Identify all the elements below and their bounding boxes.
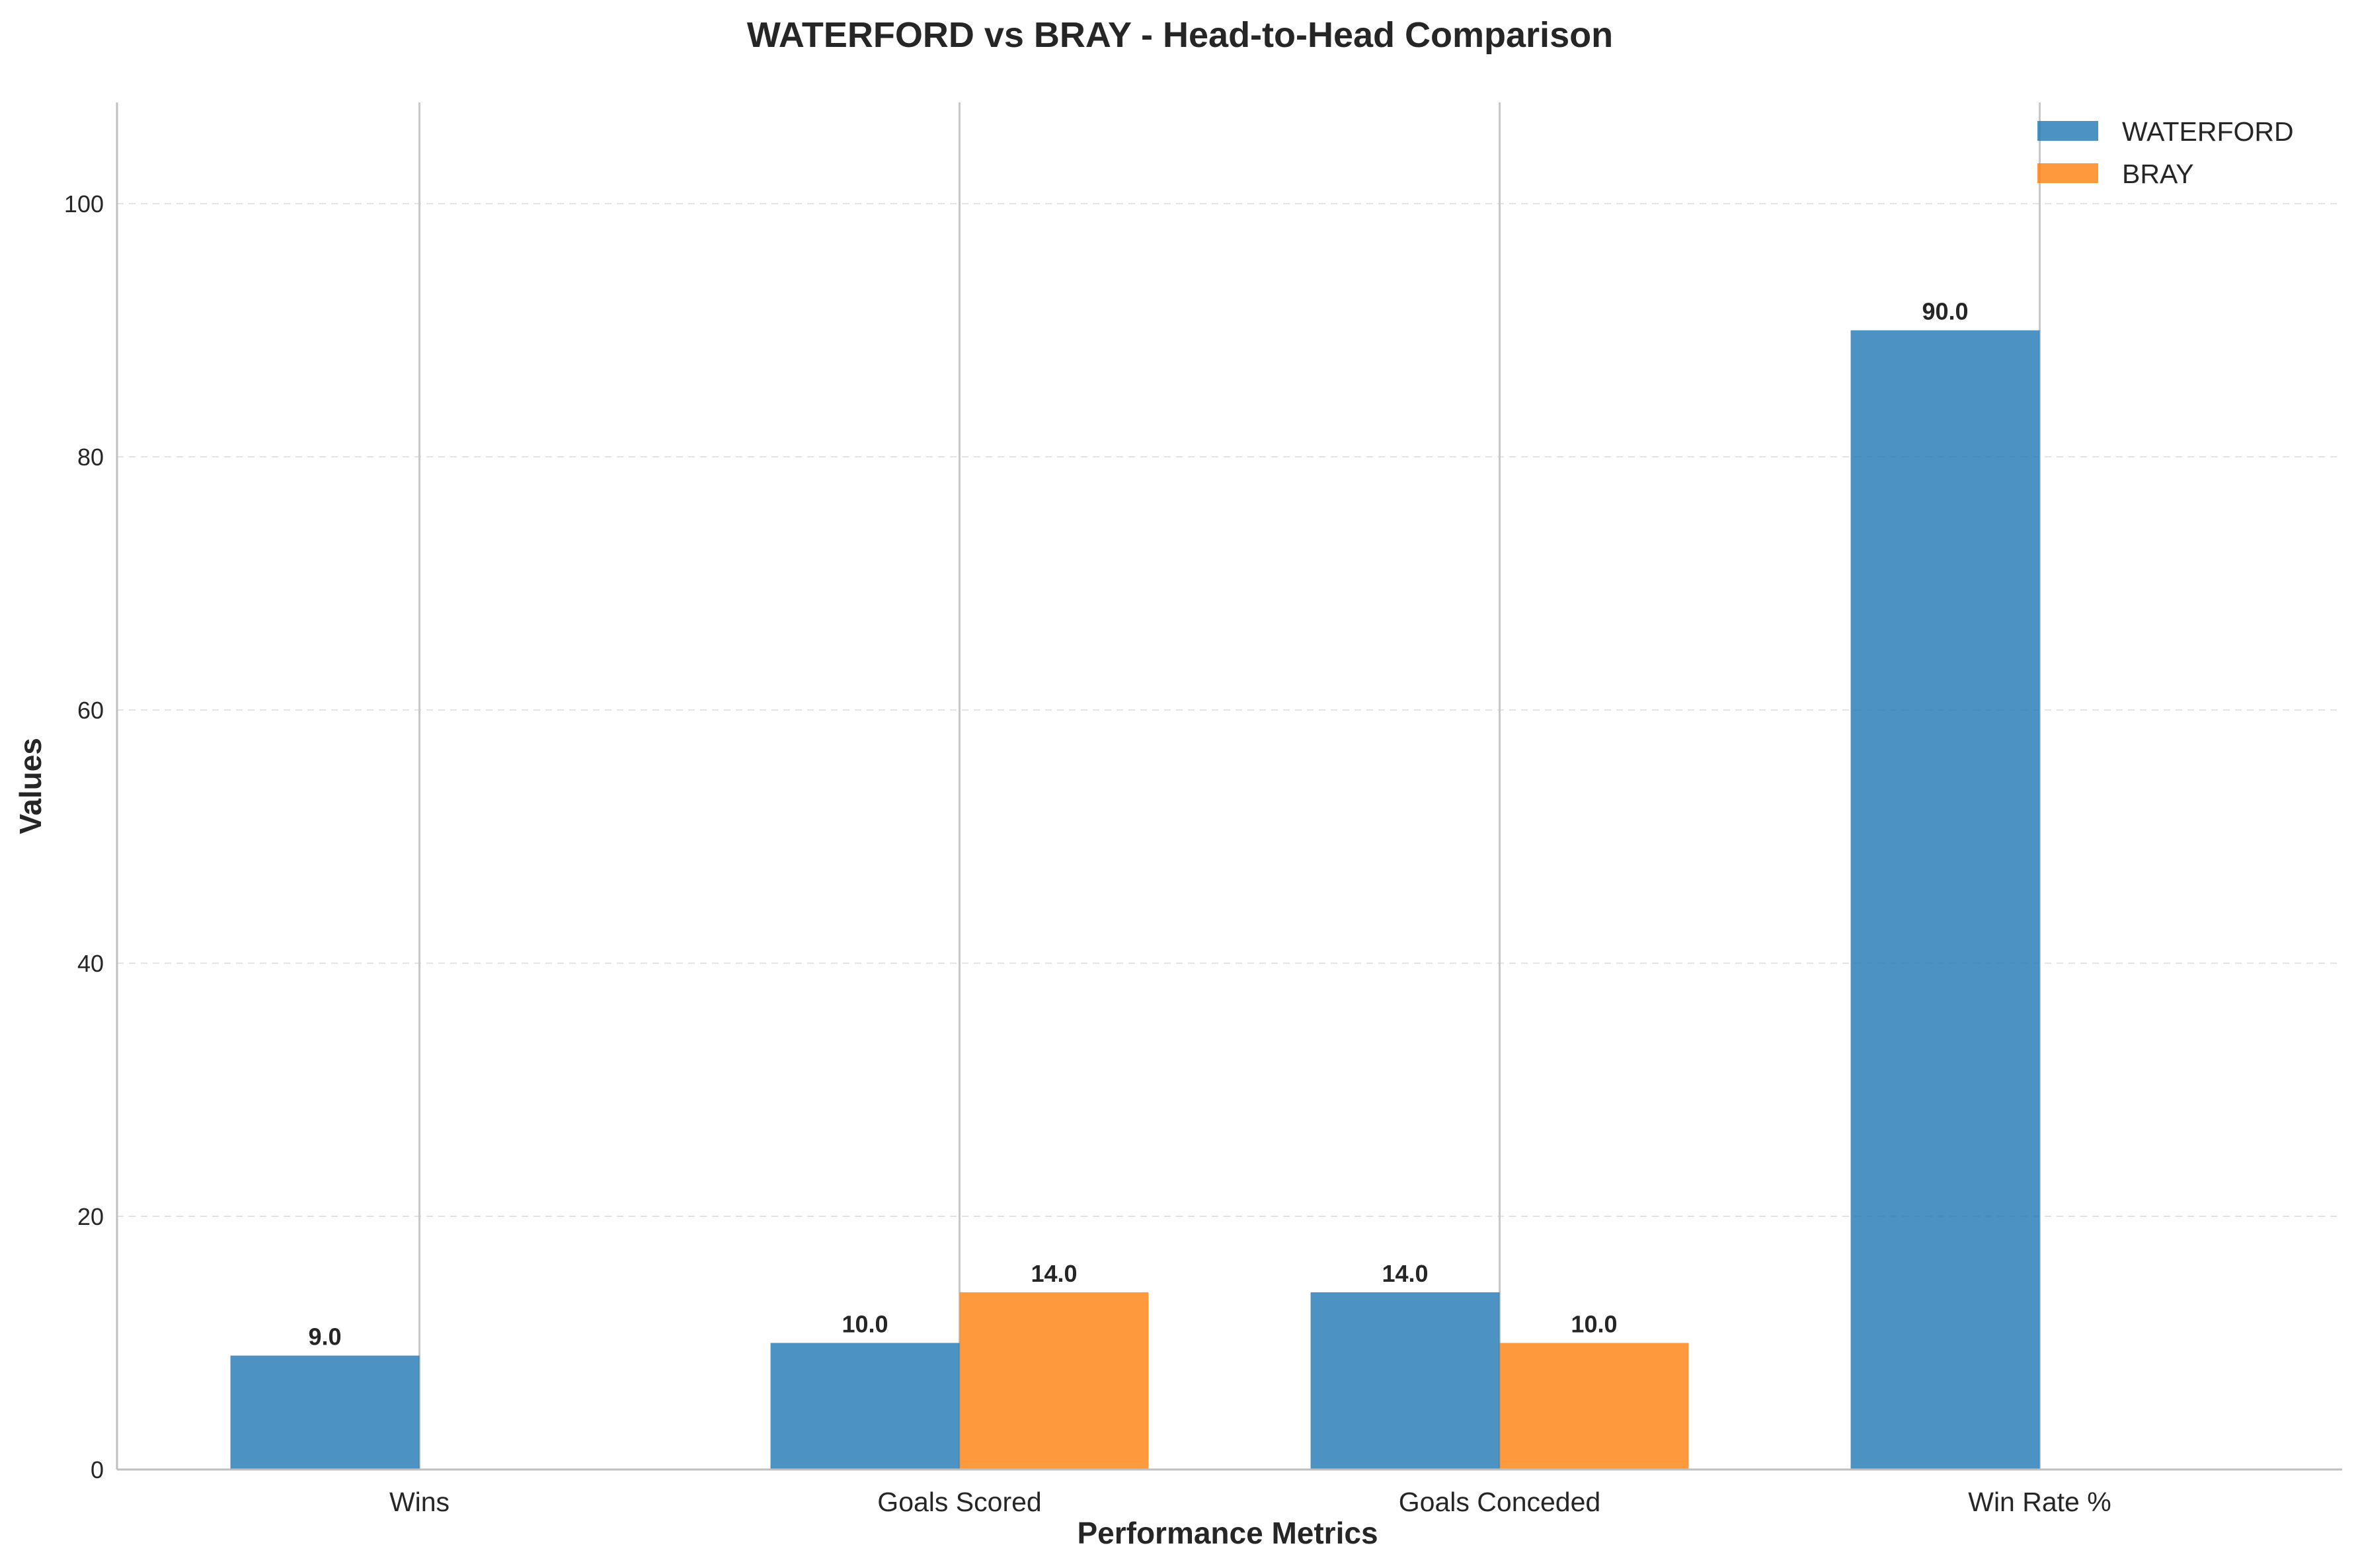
- value-label: 10.0: [842, 1311, 888, 1338]
- value-label: 14.0: [1031, 1260, 1077, 1287]
- legend-swatch-bray: [2037, 163, 2098, 183]
- grid-lines: [117, 203, 2342, 1218]
- bar-bray-goals-conceded: [1499, 1343, 1689, 1470]
- y-tick-label: 100: [64, 190, 104, 217]
- legend-swatch-waterford: [2037, 121, 2098, 141]
- bar-waterford-goals-scored: [770, 1343, 960, 1470]
- y-tick-label: 60: [77, 697, 104, 724]
- legend-label-waterford: WATERFORD: [2122, 116, 2294, 147]
- x-tick-label: Win Rate %: [1968, 1487, 2111, 1517]
- y-tick-label: 40: [77, 950, 104, 977]
- bar-bray-goals-scored: [959, 1292, 1149, 1470]
- value-label: 90.0: [1922, 298, 1968, 325]
- y-tick-label: 20: [77, 1203, 104, 1230]
- chart-title: WATERFORD vs BRAY - Head-to-Head Compari…: [747, 15, 1613, 55]
- bar-waterford-goals-conceded: [1310, 1292, 1500, 1470]
- y-tick-label: 0: [91, 1456, 104, 1483]
- axes: [116, 102, 2342, 1471]
- value-label: 9.0: [309, 1323, 342, 1351]
- y-tick-labels: 0 20 40 60 80 100: [64, 190, 104, 1483]
- value-label: 10.0: [1571, 1311, 1617, 1338]
- value-labels: 9.0 10.0 14.0 90.0 14.0 10.0: [309, 298, 1969, 1351]
- legend: WATERFORD BRAY: [2037, 116, 2294, 189]
- x-tick-labels: Wins Goals Scored Goals Conceded Win Rate %: [389, 1487, 2111, 1517]
- x-tick-label: Goals Scored: [877, 1487, 1041, 1517]
- x-tick-label: Wins: [389, 1487, 450, 1517]
- bar-waterford-wins: [230, 1355, 420, 1470]
- x-axis-label: Performance Metrics: [1077, 1516, 1378, 1550]
- bar-waterford-win-rate-: [1850, 330, 2040, 1470]
- x-tick-label: Goals Conceded: [1399, 1487, 1600, 1517]
- bars: [230, 330, 2040, 1470]
- y-axis-label: Values: [13, 738, 48, 834]
- value-label: 14.0: [1382, 1260, 1428, 1287]
- legend-label-bray: BRAY: [2122, 159, 2194, 189]
- y-tick-label: 80: [77, 444, 104, 471]
